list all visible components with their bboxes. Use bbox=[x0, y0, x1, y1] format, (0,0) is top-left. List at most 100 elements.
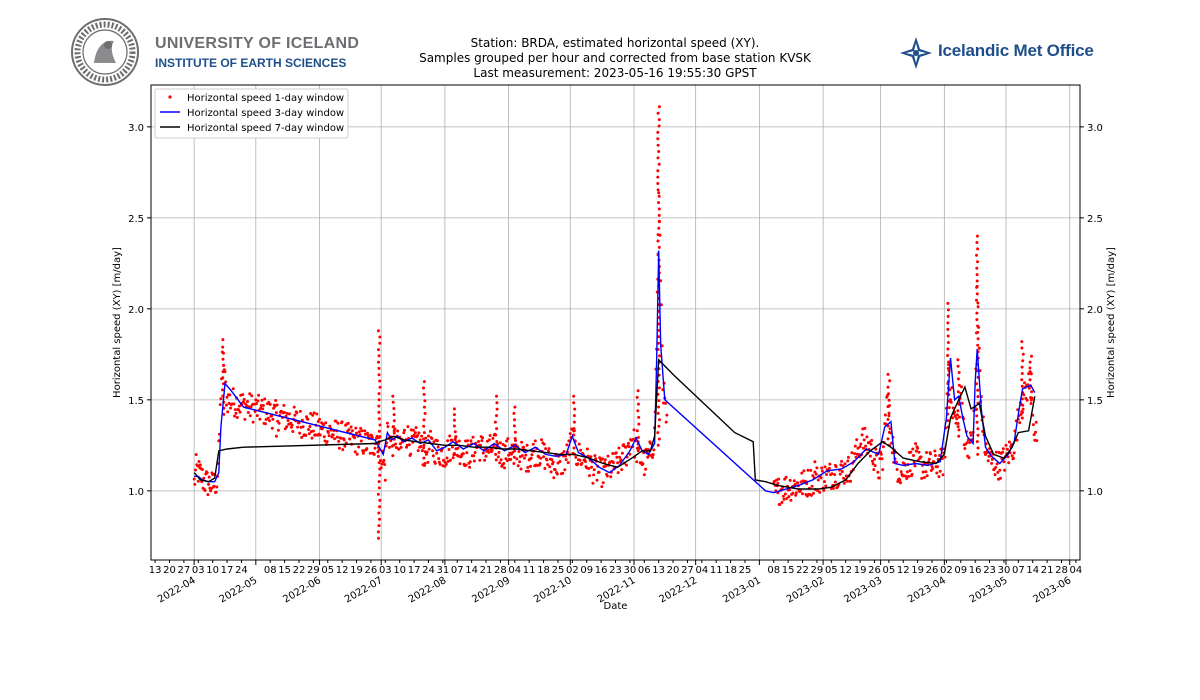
point-1day bbox=[1029, 402, 1033, 405]
point-1day bbox=[431, 449, 435, 453]
point-1day bbox=[248, 414, 252, 418]
point-1day bbox=[632, 428, 636, 432]
point-1day bbox=[603, 458, 607, 462]
point-1day bbox=[812, 491, 815, 495]
point-1day bbox=[806, 468, 810, 472]
point-1day bbox=[479, 443, 482, 447]
point-1day bbox=[497, 450, 501, 454]
point-1day bbox=[976, 427, 980, 431]
point-1day bbox=[505, 439, 509, 443]
point-1day bbox=[318, 433, 322, 437]
point-1day bbox=[448, 434, 452, 438]
x-major-tick-label: 2023-05 bbox=[968, 575, 1010, 605]
point-1day bbox=[850, 451, 854, 455]
point-1day bbox=[409, 452, 413, 456]
point-1day bbox=[465, 451, 469, 455]
point-1day bbox=[1020, 365, 1024, 369]
x-minor-tick-label: 24 bbox=[422, 565, 435, 576]
point-1day bbox=[975, 279, 979, 283]
point-1day bbox=[440, 449, 443, 453]
point-1day bbox=[306, 417, 310, 421]
point-1day bbox=[787, 495, 791, 499]
point-1day bbox=[605, 474, 609, 478]
point-1day bbox=[249, 405, 253, 409]
point-1day bbox=[524, 453, 528, 457]
x-major-tick-label: 2022-05 bbox=[218, 575, 260, 605]
point-1day bbox=[366, 434, 370, 438]
point-1day bbox=[447, 448, 451, 451]
point-1day bbox=[469, 439, 473, 443]
point-1day bbox=[656, 233, 660, 237]
point-1day bbox=[383, 463, 387, 466]
point-1day bbox=[311, 413, 315, 417]
point-1day bbox=[657, 424, 661, 428]
point-1day bbox=[890, 451, 894, 455]
point-1day bbox=[422, 405, 426, 409]
point-1day bbox=[1003, 468, 1007, 472]
point-1day bbox=[513, 437, 517, 440]
point-1day bbox=[259, 404, 263, 407]
point-1day bbox=[543, 466, 547, 470]
point-1day bbox=[976, 305, 980, 309]
point-1day bbox=[1020, 416, 1024, 420]
point-1day bbox=[975, 414, 979, 418]
point-1day bbox=[293, 413, 297, 417]
point-1day bbox=[339, 436, 343, 440]
point-1day bbox=[953, 414, 957, 418]
point-1day bbox=[785, 497, 789, 500]
point-1day bbox=[976, 301, 980, 305]
point-1day bbox=[495, 414, 498, 418]
point-1day bbox=[815, 466, 819, 470]
point-1day bbox=[431, 454, 435, 458]
point-1day bbox=[377, 373, 381, 377]
point-1day bbox=[830, 472, 834, 476]
point-1day bbox=[377, 429, 381, 433]
x-minor-tick-label: 24 bbox=[235, 565, 248, 576]
point-1day bbox=[378, 379, 382, 383]
point-1day bbox=[530, 453, 534, 457]
legend-label-3day: Horizontal speed 3-day window bbox=[187, 108, 344, 119]
point-1day bbox=[794, 493, 798, 497]
point-1day bbox=[263, 397, 267, 401]
point-1day bbox=[341, 448, 345, 452]
point-1day bbox=[322, 423, 326, 427]
point-1day bbox=[1002, 460, 1006, 464]
point-1day bbox=[946, 347, 950, 351]
point-1day bbox=[895, 468, 899, 471]
x-minor-tick-label: 30 bbox=[624, 565, 637, 576]
point-1day bbox=[250, 394, 254, 398]
point-1day bbox=[657, 335, 661, 339]
point-1day bbox=[336, 421, 340, 425]
point-1day bbox=[483, 458, 487, 462]
x-minor-tick-label: 15 bbox=[782, 565, 795, 576]
x-minor-tick-label: 10 bbox=[393, 565, 406, 576]
point-1day bbox=[359, 439, 363, 443]
x-minor-tick-label: 07 bbox=[1012, 565, 1025, 576]
point-1day bbox=[379, 459, 382, 462]
point-1day bbox=[907, 475, 911, 478]
point-1day bbox=[194, 453, 198, 457]
point-1day bbox=[308, 425, 312, 428]
point-1day bbox=[451, 456, 455, 460]
point-1day bbox=[656, 175, 660, 179]
point-1day bbox=[869, 442, 873, 446]
point-1day bbox=[382, 458, 386, 462]
point-1day bbox=[838, 472, 842, 476]
point-1day bbox=[651, 453, 655, 457]
point-1day bbox=[975, 420, 979, 424]
point-1day bbox=[546, 463, 550, 467]
point-1day bbox=[778, 502, 782, 506]
point-1day bbox=[519, 467, 523, 471]
point-1day bbox=[450, 445, 454, 449]
x-minor-tick-label: 03 bbox=[379, 565, 392, 576]
point-1day bbox=[887, 430, 891, 434]
point-1day bbox=[956, 390, 960, 394]
point-1day bbox=[398, 442, 402, 446]
point-1day bbox=[215, 485, 219, 489]
point-1day bbox=[242, 400, 245, 404]
point-1day bbox=[234, 411, 238, 415]
point-1day bbox=[946, 301, 950, 305]
point-1day bbox=[593, 454, 597, 458]
point-1day bbox=[513, 430, 517, 434]
point-1day bbox=[377, 524, 381, 528]
